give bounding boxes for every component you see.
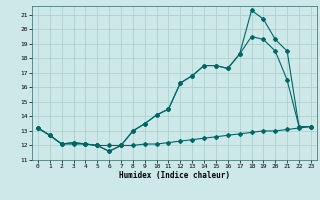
X-axis label: Humidex (Indice chaleur): Humidex (Indice chaleur) bbox=[119, 171, 230, 180]
